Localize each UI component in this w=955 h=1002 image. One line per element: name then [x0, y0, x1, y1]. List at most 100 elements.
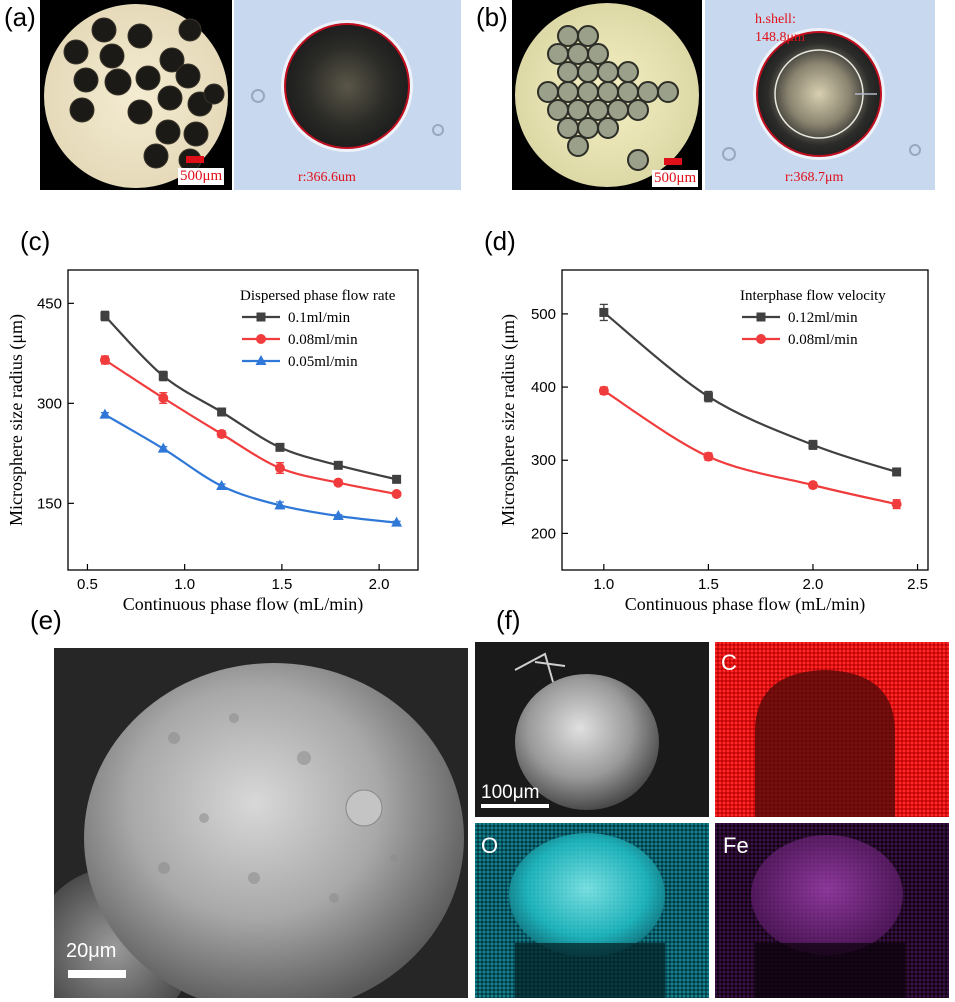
chart-d-data-point: [703, 451, 714, 462]
scale-label-b: 500μm: [652, 170, 699, 187]
chart-c-legend-marker: [256, 312, 266, 322]
chart-c-legend-marker: [256, 334, 266, 344]
chart-c-data-point: [332, 510, 344, 520]
sem-scale-bar-f: [481, 804, 549, 808]
sem-image-e: 20μm: [54, 648, 468, 998]
sem-microsphere-e: [54, 648, 468, 998]
chart-d-data-point: [599, 307, 609, 317]
chart-d-series-line-0: [603, 311, 897, 473]
sem-scale-label-f: 100μm: [481, 782, 540, 803]
chart-d-xtick-label: 1.5: [698, 576, 719, 593]
sem-image-f: 100μm: [475, 642, 709, 817]
scale-label-a: 500μm: [178, 168, 225, 185]
chart-d-xtick-label: 2.0: [803, 576, 824, 593]
chart-d-series-line-1: [603, 389, 897, 506]
panel-label-b: (b): [476, 2, 508, 32]
sem-scale-bar-e: [68, 970, 126, 978]
chart-c-xtick-label: 1.0: [174, 576, 195, 593]
chart-c-ylabel: Microsphere size radius (μm): [6, 314, 27, 526]
chart-c-data-point: [157, 442, 169, 453]
chart-c: 0.5 1.0 1.5 2.0 150 300 450 Continuous phase fl…: [6, 269, 419, 615]
chart-d-ytick-label: 500: [531, 306, 556, 323]
chart-c-data-point: [275, 442, 285, 452]
chart-d-data-point: [807, 480, 818, 491]
chart-c-data-point: [216, 429, 227, 439]
chart-d-xtick-label: 2.5: [907, 576, 928, 593]
shell-label-line2-b: 148.8μm: [755, 30, 805, 45]
chart-d-ytick-label: 200: [531, 525, 556, 542]
microsphere-single-a: [251, 20, 444, 152]
chart-c-series-line-1: [104, 359, 397, 496]
eds-label-carbon: C: [721, 650, 737, 675]
chart-d-xlabel: Continuous phase flow (mL/min): [625, 594, 865, 615]
micrograph-batch-b: 500μm: [512, 0, 702, 190]
chart-d-data-point: [703, 392, 713, 402]
chart-d: 1.0 1.5 2.0 2.5 200 300 400 500 Continuous phase…: [498, 269, 929, 615]
eds-oxygen-map: [475, 823, 709, 998]
chart-c-ytick-label: 450: [37, 295, 62, 312]
eds-iron-map: [715, 823, 949, 998]
radius-label-b: r:368.7μm: [785, 170, 844, 185]
eds-carbon-map: [715, 642, 949, 817]
chart-d-legend-entry: 0.12ml/min: [788, 310, 858, 326]
radius-label-a: r:366.6um: [298, 170, 356, 185]
eds-label-iron: Fe: [723, 833, 749, 858]
eds-map-o: O: [475, 823, 709, 998]
chart-c-ytick-label: 300: [37, 395, 62, 412]
chart-c-legend-entry: 0.1ml/min: [288, 310, 351, 326]
chart-c-data-point: [217, 407, 227, 417]
chart-d-legend-marker: [756, 334, 766, 344]
chart-d-data-point: [892, 467, 902, 477]
chart-d-xtick-label: 1.0: [593, 576, 614, 593]
chart-c-data-point: [158, 393, 169, 403]
chart-c-data-point: [391, 516, 403, 527]
chart-c-data-point: [333, 477, 344, 488]
panel-label-c: (c): [20, 226, 51, 256]
chart-d-legend-marker: [756, 312, 766, 322]
chart-c-xlabel: Continuous phase flow (mL/min): [123, 594, 363, 615]
chart-c-data-point: [99, 408, 111, 419]
chart-d-data-point: [598, 385, 609, 396]
shell-label-line1-b: h.shell:: [755, 12, 796, 27]
chart-c-data-point: [99, 355, 110, 365]
chart-c-legend-entry: 0.05ml/min: [288, 354, 358, 370]
chart-d-legend-title: Interphase flow velocity: [740, 288, 886, 304]
chart-c-data-point: [158, 371, 168, 381]
chart-d-ytick-label: 300: [531, 452, 556, 469]
eds-map-c: C: [715, 642, 949, 817]
chart-c-plot-frame: [67, 269, 419, 571]
microsphere-cluster-a: [44, 4, 228, 188]
microsphere-single-b: [722, 28, 921, 161]
chart-c-data-point: [274, 499, 286, 510]
eds-label-oxygen: O: [481, 833, 499, 858]
chart-d-ylabel: Microsphere size radius (μm): [498, 314, 519, 526]
micrograph-single-b: h.shell: 148.8μm r:368.7μm: [705, 0, 935, 190]
chart-c-data-point: [100, 311, 110, 321]
sem-microsphere-f: [475, 642, 709, 817]
chart-c-xtick-label: 2.0: [369, 576, 390, 593]
chart-d-ytick-label: 400: [531, 379, 556, 396]
chart-d-data-point: [808, 440, 818, 450]
chart-c-data-point: [216, 480, 228, 490]
chart-c-ytick-label: 150: [37, 495, 62, 512]
chart-c-legend-marker: [255, 355, 267, 365]
chart-c-data-point: [274, 463, 285, 473]
chart-d-data-point: [891, 499, 902, 510]
panel-label-e: (e): [30, 605, 62, 635]
chart-c-data-point: [392, 474, 402, 484]
panel-label-d: (d): [484, 226, 516, 256]
chart-d-legend-entry: 0.08ml/min: [788, 332, 858, 348]
chart-c-data-point: [333, 460, 343, 470]
chart-c-xtick-label: 1.5: [271, 576, 292, 593]
chart-c-legend-title: Dispersed phase flow rate: [240, 288, 396, 304]
micrograph-batch-a: 500μm: [40, 0, 232, 190]
scale-bar-a: [186, 156, 204, 163]
sem-scale-label-e: 20μm: [66, 940, 117, 962]
panel-label-a: (a): [4, 2, 36, 32]
eds-map-fe: Fe: [715, 823, 949, 998]
chart-c-legend-entry: 0.08ml/min: [288, 332, 358, 348]
scale-bar-b: [664, 158, 682, 165]
chart-d-plot-frame: [561, 269, 929, 571]
panel-label-f: (f): [496, 605, 521, 635]
chart-c-xtick-label: 0.5: [77, 576, 98, 593]
